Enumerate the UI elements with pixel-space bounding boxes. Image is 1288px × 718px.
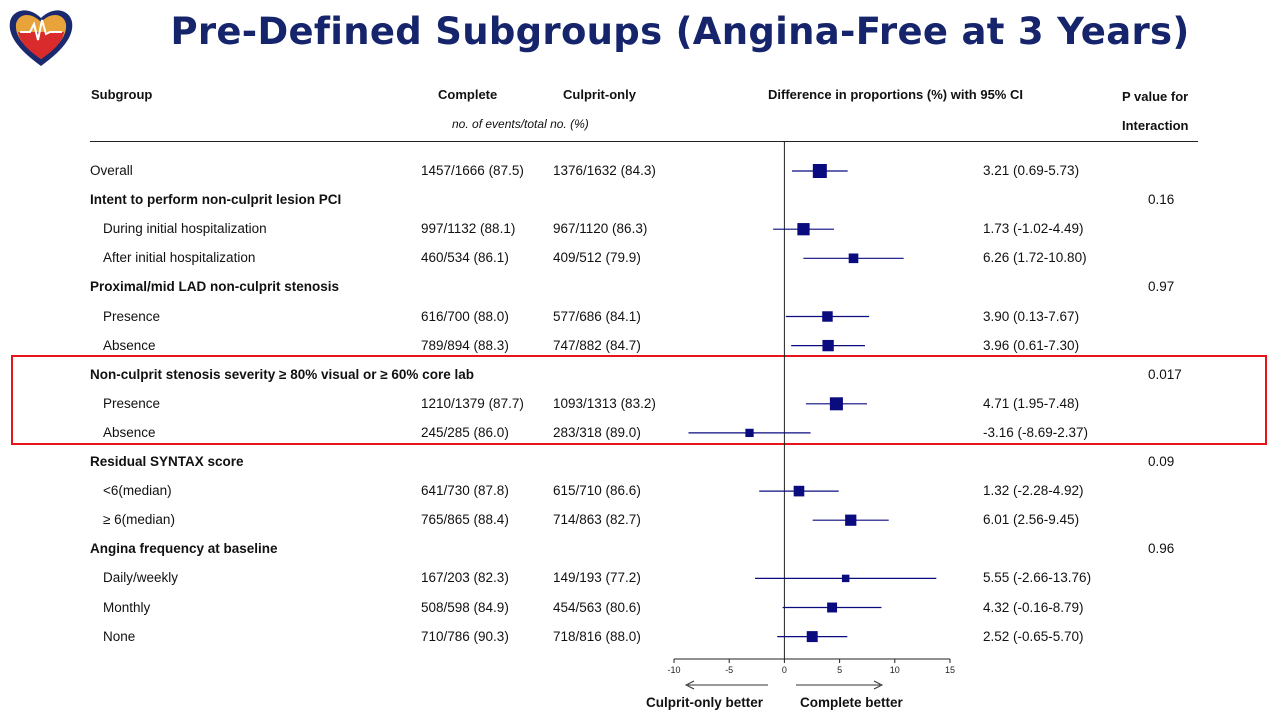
header-interaction: Interaction <box>1122 118 1189 133</box>
row-label-proximal-mid-lad-non-culprit-stenosis: Proximal/mid LAD non-culprit stenosis <box>90 279 340 295</box>
row-label-during-initial-hospitalization: During initial hospitalization <box>103 221 267 237</box>
row-difference-ci: 3.96 (0.61-7.30) <box>983 337 1080 353</box>
header-events-note: no. of events/total no. (%) <box>452 117 589 131</box>
row-culprit-only-value: 577/686 (84.1) <box>553 308 641 324</box>
row-difference-ci: 4.71 (1.95-7.48) <box>983 395 1080 411</box>
row-culprit-only-value: 1376/1632 (84.3) <box>553 163 656 178</box>
row-label-absence: Absence <box>103 337 156 353</box>
header-complete: Complete <box>438 87 498 102</box>
heart-ecg-logo-icon <box>6 4 76 70</box>
row-difference-ci: 5.55 (-2.66-13.76) <box>983 570 1092 586</box>
row-p-interaction: 0.09 <box>1148 454 1175 469</box>
row-p-interaction: 0.96 <box>1148 541 1175 557</box>
row-complete-value: 508/598 (84.9) <box>421 599 509 615</box>
header-culprit-only: Culprit-only <box>563 87 636 102</box>
row-difference-ci: 3.90 (0.13-7.67) <box>983 308 1080 324</box>
row-complete-value: 710/786 (90.3) <box>421 628 509 644</box>
point-estimate-marker <box>745 428 754 438</box>
row-label-presence: Presence <box>103 308 161 324</box>
point-estimate-marker <box>827 602 838 613</box>
left-arrow-label: Culprit-only better <box>646 695 763 710</box>
x-tick-label: 0 <box>782 665 787 675</box>
row-difference-ci: 3.21 (0.69-5.73) <box>983 163 1080 178</box>
row-p-interaction: 0.97 <box>1148 279 1175 295</box>
point-estimate-marker <box>829 397 843 411</box>
row-complete-value: 789/894 (88.3) <box>421 337 509 353</box>
row-complete-value: 997/1132 (88.1) <box>421 221 516 237</box>
row-label-intent-to-perform-non-culprit-lesion-pci: Intent to perform non-culprit lesion PCI <box>90 192 342 208</box>
point-estimate-marker <box>845 514 857 526</box>
row-label-presence: Presence <box>103 395 161 411</box>
row-label-overall: Overall <box>90 163 133 178</box>
row-culprit-only-value: 967/1120 (86.3) <box>553 221 648 237</box>
point-estimate-marker <box>822 339 834 352</box>
row-difference-ci: 6.26 (1.72-10.80) <box>983 250 1087 266</box>
row-complete-value: 616/700 (88.0) <box>421 308 509 324</box>
header-subgroup: Subgroup <box>91 87 153 102</box>
row-culprit-only-value: 615/710 (86.6) <box>553 483 641 499</box>
row-label-6-median: ≥ 6(median) <box>103 512 175 528</box>
point-estimate-marker <box>812 164 827 178</box>
row-complete-value: 1210/1379 (87.7) <box>421 395 524 411</box>
right-arrow-label: Complete better <box>800 695 903 710</box>
row-complete-value: 460/534 (86.1) <box>421 250 509 266</box>
header-difference: Difference in proportions (%) with 95% C… <box>768 87 1023 102</box>
row-culprit-only-value: 409/512 (79.9) <box>553 250 641 266</box>
row-label-daily-weekly: Daily/weekly <box>103 570 179 586</box>
row-difference-ci: 4.32 (-0.16-8.79) <box>983 599 1084 615</box>
row-difference-ci: 2.52 (-0.65-5.70) <box>983 628 1084 644</box>
point-estimate-marker <box>848 253 859 264</box>
row-complete-value: 765/865 (88.4) <box>421 512 509 528</box>
point-estimate-marker <box>793 485 805 497</box>
row-label-none: None <box>103 628 136 644</box>
row-label-6-median: <6(median) <box>103 483 172 499</box>
row-p-interaction: 0.017 <box>1148 366 1182 382</box>
row-difference-ci: 1.32 (-2.28-4.92) <box>983 483 1084 499</box>
point-estimate-marker <box>806 631 818 643</box>
page-title: Pre-Defined Subgroups (Angina-Free at 3 … <box>170 10 1190 53</box>
row-label-angina-frequency-at-baseline: Angina frequency at baseline <box>90 541 278 557</box>
point-estimate-marker <box>841 574 850 583</box>
row-difference-ci: 1.73 (-1.02-4.49) <box>983 221 1084 237</box>
row-complete-value: 641/730 (87.8) <box>421 483 509 499</box>
row-culprit-only-value: 149/193 (77.2) <box>553 570 641 586</box>
row-complete-value: 245/285 (86.0) <box>421 424 509 440</box>
x-tick-label: -10 <box>667 665 680 675</box>
x-tick-label: 15 <box>945 665 955 675</box>
x-tick-label: 5 <box>837 665 842 675</box>
row-culprit-only-value: 1093/1313 (83.2) <box>553 395 656 411</box>
header-rule <box>90 141 1198 142</box>
row-culprit-only-value: 454/563 (80.6) <box>553 599 641 615</box>
row-difference-ci: -3.16 (-8.69-2.37) <box>983 424 1089 440</box>
row-complete-value: 167/203 (82.3) <box>421 570 509 586</box>
row-label-residual-syntax-score: Residual SYNTAX score <box>90 454 244 469</box>
x-tick-label: 10 <box>890 665 900 675</box>
x-tick-label: -5 <box>725 665 733 675</box>
row-label-non-culprit-stenosis-severity-80-visual-or-60-core-lab: Non-culprit stenosis severity ≥ 80% visu… <box>90 366 474 382</box>
left-arrow-head-icon <box>684 680 695 690</box>
point-estimate-marker <box>797 223 810 236</box>
highlight-box <box>11 355 1267 445</box>
row-label-absence: Absence <box>103 424 156 440</box>
row-complete-value: 1457/1666 (87.5) <box>421 163 524 178</box>
point-estimate-marker <box>822 311 833 322</box>
row-label-after-initial-hospitalization: After initial hospitalization <box>103 250 256 266</box>
header-p-value: P value for <box>1122 89 1189 104</box>
row-culprit-only-value: 747/882 (84.7) <box>553 337 641 353</box>
row-culprit-only-value: 283/318 (89.0) <box>553 424 641 440</box>
row-p-interaction: 0.16 <box>1148 192 1175 208</box>
row-culprit-only-value: 718/816 (88.0) <box>553 628 641 644</box>
row-culprit-only-value: 714/863 (82.7) <box>553 512 641 528</box>
row-label-monthly: Monthly <box>103 599 151 615</box>
row-difference-ci: 6.01 (2.56-9.45) <box>983 512 1080 528</box>
right-arrow-head-icon <box>873 680 884 690</box>
